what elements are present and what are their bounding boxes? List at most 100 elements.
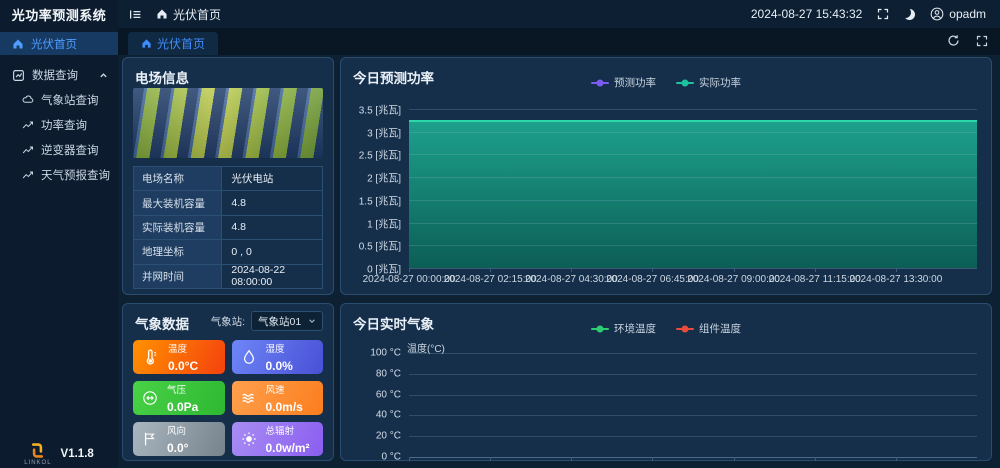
x-tick: 2024-08-27 13:30:00 xyxy=(849,274,943,285)
x-tick: 2024-08-27 04:30:00 xyxy=(524,274,618,285)
legend-item-actual[interactable]: 实际功率 xyxy=(676,75,741,90)
x-tick: 2024-08-27 11:15:00 xyxy=(768,274,861,285)
droplet-icon xyxy=(243,349,254,364)
home-icon xyxy=(13,39,23,48)
legend-label: 组件温度 xyxy=(699,323,741,335)
y-tick: 100 °C xyxy=(370,347,401,359)
breadcrumb[interactable]: 光伏首页 xyxy=(156,6,221,23)
y-tick: 3 [兆瓦] xyxy=(367,128,401,140)
wind-vane-icon xyxy=(144,432,155,446)
version-row: LINKOL V1.1.8 xyxy=(0,442,118,466)
tile-label: 风速 xyxy=(265,384,285,396)
sidebar-item-weather-station-query[interactable]: 气象站查询 xyxy=(0,88,118,112)
legend-label: 实际功率 xyxy=(699,77,741,89)
legend-label: 环境温度 xyxy=(614,323,656,335)
sidebar-item-label: 逆变器查询 xyxy=(41,145,99,157)
legend-item-ambient-temp[interactable]: 环境温度 xyxy=(591,321,656,336)
user-menu[interactable]: opadm xyxy=(930,7,986,21)
brand-logo: LINKOL xyxy=(24,442,51,466)
table-row: 实际装机容量 4.8 xyxy=(134,215,322,241)
linkol-logo-icon xyxy=(32,443,44,458)
sun-icon xyxy=(241,432,256,446)
legend-item-forecast[interactable]: 预测功率 xyxy=(591,75,656,90)
refresh-icon[interactable] xyxy=(947,34,960,47)
menu-fold-icon[interactable] xyxy=(129,8,142,21)
home-icon xyxy=(142,39,151,48)
realtime-weather-panel: 今日实时气象 环境温度 组件温度 温度(°C) 100 °C 80 °C 60 … xyxy=(340,303,992,463)
tile-label: 总辐射 xyxy=(265,425,295,437)
chart-title: 今日实时气象 xyxy=(353,317,434,332)
x-tick: 2024-08-27 02:15:00 xyxy=(443,274,537,285)
tile-value: 0.0° xyxy=(167,441,189,455)
sidebar-item-label: 光伏首页 xyxy=(31,38,77,51)
legend-marker xyxy=(591,79,609,86)
y-tick: 0 °C xyxy=(381,451,401,463)
row-value: 4.8 xyxy=(231,197,246,210)
row-label: 地理坐标 xyxy=(134,240,223,264)
user-circle-icon xyxy=(930,7,944,21)
x-tick: 2024-08-27 00:00:00 xyxy=(362,274,456,285)
row-label: 最大装机容量 xyxy=(134,191,223,215)
top-header: 光伏首页 2024-08-27 15:43:32 opadm xyxy=(118,0,1000,28)
y-tick: 1.5 [兆瓦] xyxy=(358,196,401,208)
legend-marker xyxy=(676,79,694,86)
sidebar: 光功率预测系统 光伏首页 数据查询 气象站查询 功率查询 逆变器查询 天气预报查… xyxy=(0,0,118,468)
gauge-icon xyxy=(143,391,157,405)
y-tick: 0.5 [兆瓦] xyxy=(358,241,401,253)
tile-value: 0.0°C xyxy=(168,359,199,373)
tile-value: 0.0Pa xyxy=(167,400,199,414)
chart-legend: 环境温度 组件温度 xyxy=(341,321,991,336)
row-label: 实际装机容量 xyxy=(134,215,223,240)
tile-value: 0.0w/m² xyxy=(265,441,310,455)
wind-direction-tile: 风向 0.0° xyxy=(133,422,225,456)
panel-title: 气象数据 xyxy=(135,317,189,332)
y-tick: 20 °C xyxy=(375,430,401,442)
pressure-tile: 气压 0.0Pa xyxy=(133,381,225,415)
trend-icon xyxy=(22,121,33,129)
weather-data-panel: 气象数据 气象站: 气象站01 温度 0.0°C 湿度 0.0% xyxy=(122,303,334,461)
power-chart-plot[interactable]: 3.5 [兆瓦] 3 [兆瓦] 2.5 [兆瓦] 2 [兆瓦] 1.5 [兆瓦]… xyxy=(359,106,977,285)
sidebar-item-label: 天气预报查询 xyxy=(41,170,110,182)
radiation-tile: 总辐射 0.0w/m² xyxy=(231,422,323,456)
y-tick: 2 [兆瓦] xyxy=(367,173,401,185)
station-info-table: 电场名称 光伏电站 最大装机容量 4.8 实际装机容量 4.8 地理坐标 0 ,… xyxy=(133,166,323,289)
fullscreen-icon[interactable] xyxy=(877,8,889,20)
x-tick: 2024-08-27 09:00:00 xyxy=(687,274,780,285)
expand-icon[interactable] xyxy=(976,34,988,47)
sidebar-item-power-query[interactable]: 功率查询 xyxy=(0,113,118,137)
temp-chart-plot[interactable]: 100 °C 80 °C 60 °C 40 °C 20 °C 0 °C xyxy=(370,348,977,463)
tab-label: 光伏首页 xyxy=(157,37,206,51)
sidebar-item-forecast-query[interactable]: 天气预报查询 xyxy=(0,163,118,187)
trend-icon xyxy=(22,171,33,179)
chart-title: 今日预测功率 xyxy=(353,71,434,86)
station-info-panel: 电场信息 电场名称 光伏电站 最大装机容量 4.8 实际装机容量 4.8 地理坐… xyxy=(122,57,334,295)
y-tick: 0 [兆瓦] xyxy=(367,264,401,276)
station-select[interactable]: 气象站01 xyxy=(251,311,323,331)
trend-icon xyxy=(22,146,33,154)
tab-pv-home[interactable]: 光伏首页 xyxy=(128,32,219,55)
data-query-icon xyxy=(13,69,24,81)
sidebar-group-label: 数据查询 xyxy=(32,70,78,82)
chevron-down-icon xyxy=(309,319,315,324)
home-icon xyxy=(157,9,167,19)
row-value: 光伏电站 xyxy=(231,173,274,186)
wind-icon xyxy=(241,393,254,404)
sidebar-group-data-query[interactable]: 数据查询 xyxy=(0,63,118,87)
actual-power-area xyxy=(409,119,977,268)
tab-bar: 光伏首页 xyxy=(118,28,1000,55)
chart-legend: 预测功率 实际功率 xyxy=(341,75,991,90)
legend-item-module-temp[interactable]: 组件温度 xyxy=(676,321,741,336)
thermometer-icon xyxy=(146,349,157,365)
legend-label: 预测功率 xyxy=(614,77,656,89)
temperature-tile: 温度 0.0°C xyxy=(133,340,225,374)
y-tick: 3.5 [兆瓦] xyxy=(358,105,401,117)
table-row: 并网时间 2024-08-22 08:00:00 xyxy=(134,264,322,289)
y-tick: 1 [兆瓦] xyxy=(367,219,401,231)
sidebar-item-label: 功率查询 xyxy=(41,120,87,132)
x-tick: 2024-08-27 06:45:00 xyxy=(605,274,699,285)
legend-marker xyxy=(676,325,694,332)
moon-icon[interactable] xyxy=(904,9,915,20)
sidebar-item-inverter-query[interactable]: 逆变器查询 xyxy=(0,138,118,162)
sidebar-item-pv-home[interactable]: 光伏首页 xyxy=(0,32,118,55)
